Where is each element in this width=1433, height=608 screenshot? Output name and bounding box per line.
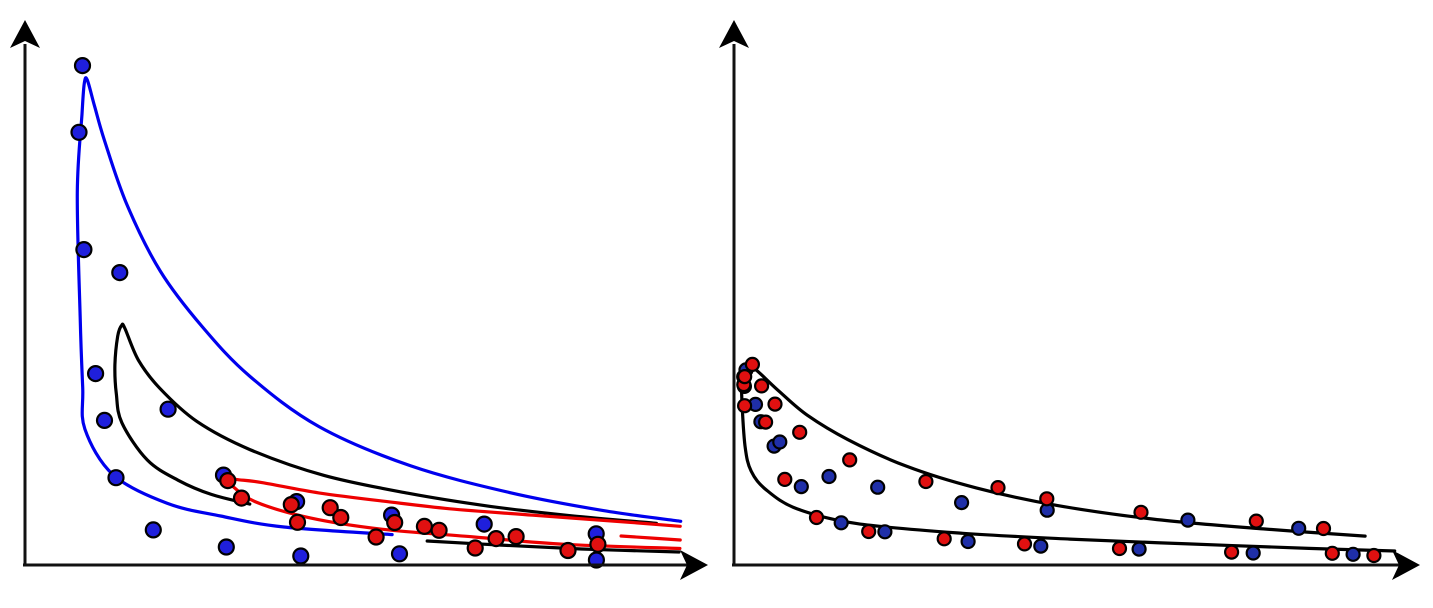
left-marker-red-7	[466, 539, 484, 557]
right-marker-red-24	[744, 356, 761, 372]
left-marker-red-11	[487, 529, 505, 548]
left-marker-blue-8	[111, 264, 129, 282]
left-curve-blue-1	[75, 76, 683, 537]
left-marker-red-9	[559, 541, 577, 560]
left-marker-blue-18	[95, 411, 114, 429]
right-markers	[736, 356, 1382, 564]
right-marker-navy-9	[1033, 538, 1049, 554]
right-marker-red-15	[1248, 513, 1264, 529]
right-marker-red-9	[1016, 536, 1033, 552]
right-marker-red-17	[1039, 491, 1055, 507]
left-marker-red-2	[232, 489, 251, 507]
left-marker-blue-9	[159, 400, 177, 418]
right-marker-red-3	[737, 369, 753, 385]
left-markers	[70, 56, 607, 569]
left-marker-red-3	[288, 513, 307, 531]
left-marker-blue-15	[390, 545, 409, 563]
right-marker-navy-5	[793, 479, 809, 495]
right-marker-red-13	[1366, 547, 1382, 564]
left-marker-blue-6	[144, 521, 162, 539]
right-marker-red-11	[1223, 544, 1240, 560]
left-curves	[75, 76, 683, 554]
left-curve-black-2	[113, 322, 658, 525]
right-marker-navy-18	[821, 468, 837, 485]
left-y-axis-arrow	[10, 20, 40, 48]
right-marker-red-7	[861, 523, 877, 540]
right-marker-red-5	[777, 471, 793, 487]
left-curve-red-5	[619, 534, 682, 542]
right-marker-navy-14	[1180, 512, 1196, 528]
left-marker-blue-1	[73, 56, 92, 75]
right-marker-navy-17	[870, 479, 886, 495]
right-marker-red-10	[1111, 540, 1128, 557]
right-marker-navy-19	[772, 434, 788, 450]
left-marker-blue-2	[70, 123, 88, 141]
left-marker-red-10	[589, 535, 607, 553]
right-marker-red-12	[1324, 545, 1340, 561]
right-marker-navy-8	[960, 533, 976, 550]
right-panel	[719, 20, 1420, 580]
right-y-axis-arrow	[719, 20, 749, 48]
left-marker-red-4	[321, 499, 339, 517]
left-marker-blue-5	[107, 469, 125, 487]
left-marker-red-12	[430, 521, 448, 539]
left-marker-red-6	[415, 517, 433, 536]
right-marker-navy-11	[1245, 545, 1261, 561]
right-marker-red-23	[753, 378, 770, 394]
right-marker-navy-7	[877, 524, 893, 540]
right-marker-red-6	[808, 509, 825, 526]
right-marker-red-8	[936, 531, 952, 547]
right-marker-red-20	[842, 452, 858, 468]
left-marker-red-15	[282, 496, 300, 514]
left-marker-blue-4	[86, 365, 105, 383]
left-x-axis-arrow	[680, 550, 708, 580]
right-marker-red-2	[736, 398, 753, 414]
left-marker-red-5	[367, 528, 385, 546]
left-marker-red-13	[386, 513, 404, 532]
right-marker-red-18	[990, 480, 1006, 496]
right-marker-red-4	[757, 414, 774, 430]
left-marker-blue-3	[75, 241, 93, 259]
left-marker-red-8	[507, 527, 525, 546]
left-marker-blue-7	[217, 538, 235, 556]
right-x-axis-arrow	[1392, 550, 1420, 580]
right-marker-navy-16	[953, 495, 970, 511]
left-marker-blue-17	[292, 547, 310, 565]
right-marker-navy-13	[1291, 520, 1307, 536]
left-curve-black-3	[425, 539, 681, 554]
right-marker-red-21	[792, 424, 808, 440]
left-panel	[10, 20, 708, 580]
left-marker-red-1	[219, 472, 237, 490]
left-marker-red-14	[332, 508, 350, 527]
right-marker-navy-10	[1131, 541, 1147, 557]
right-marker-navy-12	[1345, 546, 1361, 562]
right-marker-red-22	[767, 396, 783, 412]
right-marker-red-16	[1133, 504, 1149, 520]
right-marker-red-14	[1315, 520, 1332, 537]
left-marker-blue-13	[475, 515, 493, 533]
right-marker-red-19	[918, 473, 934, 490]
right-marker-navy-6	[833, 515, 849, 531]
